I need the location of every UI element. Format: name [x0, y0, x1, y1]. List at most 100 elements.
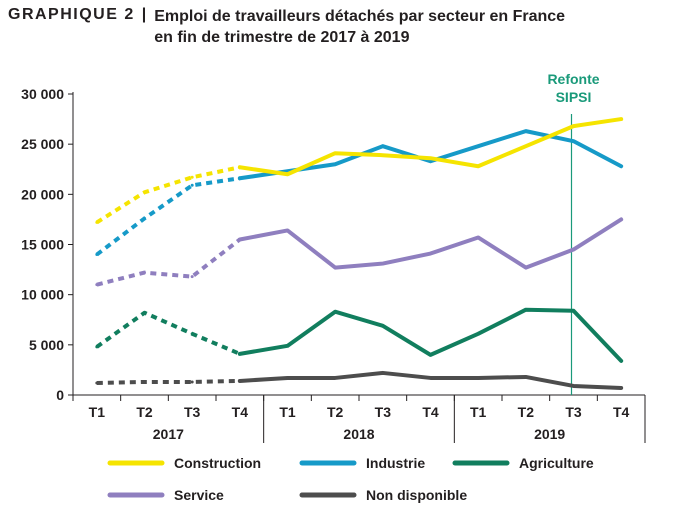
y-tick-label: 5 000	[29, 337, 64, 353]
data-point-service	[524, 266, 528, 270]
data-point-agriculture	[381, 324, 385, 328]
data-point-service	[143, 271, 146, 275]
data-point-non-disponible	[429, 376, 432, 380]
x-tick-label: T2	[136, 404, 153, 420]
data-point-agriculture	[429, 353, 432, 357]
data-point-non-disponible	[286, 376, 289, 380]
series-line-industrie-dashed	[95, 176, 241, 257]
year-label: 2019	[534, 426, 565, 442]
annotation-label: SIPSI	[556, 89, 592, 105]
data-point-agriculture	[143, 311, 146, 315]
data-point-construction	[190, 175, 194, 179]
data-point-agriculture	[190, 332, 194, 336]
data-point-non-disponible	[190, 380, 194, 384]
y-tick-label: 0	[56, 387, 64, 403]
x-tick-label: T4	[232, 404, 249, 420]
data-point-agriculture	[524, 308, 528, 312]
series-line-construction	[237, 117, 624, 177]
x-tick-label: T3	[565, 404, 582, 420]
data-point-non-disponible	[619, 386, 623, 390]
data-point-non-disponible	[143, 380, 146, 384]
data-point-service	[476, 235, 480, 239]
data-point-non-disponible	[476, 376, 480, 380]
data-point-industrie	[572, 139, 575, 143]
data-point-industrie	[143, 216, 146, 220]
x-tick-label: T3	[375, 404, 392, 420]
title-separator: |	[141, 6, 147, 23]
data-point-industrie	[238, 176, 242, 180]
x-tick-label: T2	[518, 404, 535, 420]
figure-tag: GRAPHIQUE 2	[8, 6, 135, 23]
annotation-label: Refonte	[547, 71, 599, 87]
data-point-service	[238, 237, 242, 241]
data-point-agriculture	[476, 332, 480, 336]
y-tick-label: 30 000	[21, 86, 64, 102]
data-point-service	[286, 228, 289, 232]
legend-label-agriculture: Agriculture	[519, 455, 594, 471]
x-tick-label: T2	[327, 404, 344, 420]
data-point-agriculture	[619, 359, 623, 363]
data-point-construction	[95, 220, 99, 224]
data-point-service	[381, 262, 385, 266]
legend-label-construction: Construction	[174, 455, 261, 471]
chart-title: Emploi de travailleurs détachés par sect…	[154, 8, 566, 46]
data-point-non-disponible	[333, 376, 337, 380]
data-point-industrie	[476, 144, 480, 148]
x-tick-label: T1	[470, 404, 487, 420]
y-tick-label: 10 000	[21, 287, 64, 303]
legend-label-non-disponible: Non disponible	[366, 487, 467, 503]
data-point-industrie	[333, 162, 337, 166]
series-line-service	[237, 217, 624, 270]
data-point-construction	[572, 124, 575, 128]
data-point-agriculture	[333, 310, 337, 314]
x-tick-label: T1	[279, 404, 296, 420]
data-point-industrie	[95, 253, 99, 257]
data-point-industrie	[429, 159, 432, 163]
data-point-construction	[286, 172, 289, 176]
data-point-industrie	[619, 164, 623, 168]
data-point-industrie	[524, 129, 528, 133]
legend-label-industrie: Industrie	[366, 455, 425, 471]
y-tick-label: 25 000	[21, 136, 64, 152]
data-point-construction	[143, 190, 146, 194]
data-point-construction	[429, 156, 432, 160]
data-point-non-disponible	[95, 381, 99, 385]
data-point-agriculture	[286, 344, 289, 348]
series-line-non-disponible	[237, 370, 624, 390]
data-point-agriculture	[572, 309, 575, 313]
year-label: 2018	[343, 426, 374, 442]
x-tick-label: T4	[422, 404, 439, 420]
data-point-construction	[333, 151, 337, 155]
y-tick-label: 15 000	[21, 237, 64, 253]
data-point-service	[572, 248, 575, 252]
data-point-construction	[238, 165, 242, 169]
x-tick-label: T4	[613, 404, 630, 420]
data-point-service	[619, 217, 623, 221]
legend-label-service: Service	[174, 487, 224, 503]
data-point-agriculture	[238, 352, 242, 356]
series-line-agriculture	[237, 307, 624, 363]
data-point-industrie	[381, 144, 385, 148]
data-point-industrie	[190, 183, 194, 187]
data-point-non-disponible	[381, 371, 385, 375]
x-tick-label: T3	[184, 404, 201, 420]
series-line-agriculture-dashed	[95, 310, 241, 356]
data-point-construction	[619, 117, 623, 121]
data-point-non-disponible	[238, 379, 242, 383]
data-point-construction	[476, 164, 480, 168]
series-line-non-disponible-dashed	[96, 378, 240, 385]
data-point-service	[95, 283, 99, 287]
data-point-non-disponible	[572, 384, 575, 388]
data-point-construction	[381, 153, 385, 157]
data-point-non-disponible	[524, 375, 528, 379]
figure-header: GRAPHIQUE 2 | Emploi de travailleurs dét…	[8, 6, 688, 48]
data-point-construction	[524, 144, 528, 148]
data-point-service	[429, 252, 432, 256]
x-tick-label: T1	[89, 404, 106, 420]
year-label: 2017	[153, 426, 184, 442]
series-line-construction-dashed	[95, 165, 241, 225]
data-point-service	[333, 266, 337, 270]
data-point-service	[190, 275, 194, 279]
y-tick-label: 20 000	[21, 186, 64, 202]
